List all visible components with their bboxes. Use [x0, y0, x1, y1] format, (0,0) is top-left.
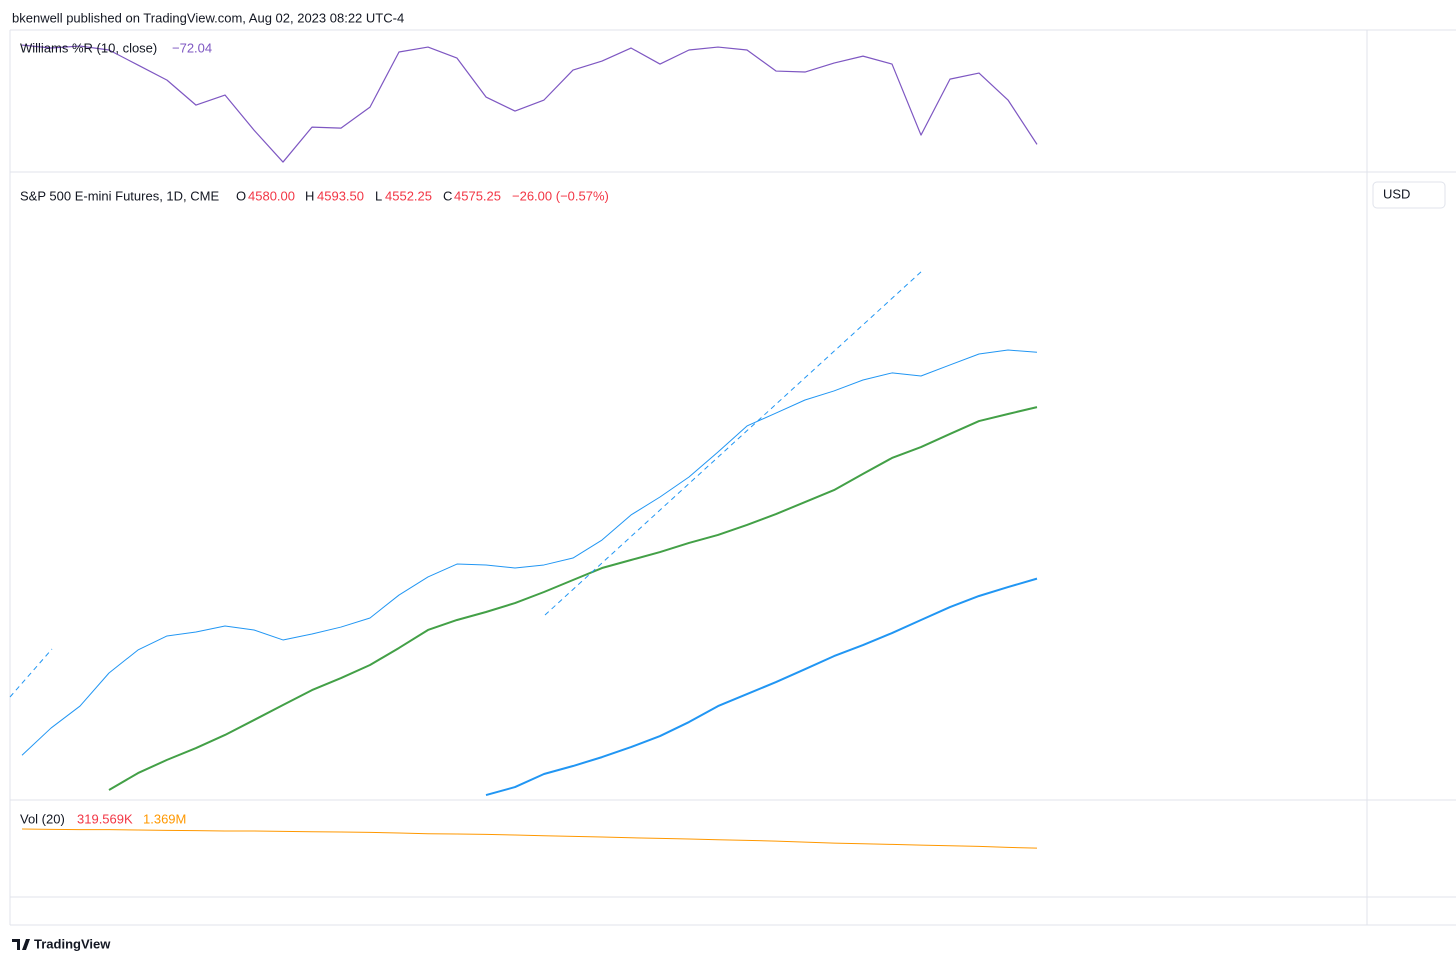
ma-line — [485, 577, 1038, 797]
volume-legend: Vol (20) — [20, 811, 65, 826]
logo: TradingView — [12, 936, 111, 951]
indicator-line — [21, 44, 1038, 163]
ohlc-value: 4575.25 — [454, 188, 501, 203]
ohlc-key: L — [375, 188, 382, 203]
ohlc-value: 4552.25 — [385, 188, 432, 203]
ohlc-change: −26.00 (−0.57%) — [512, 188, 609, 203]
ohlc-key: O — [236, 188, 246, 203]
volume-legend-value: 319.569K — [77, 811, 133, 826]
currency-box[interactable] — [1372, 181, 1446, 209]
ohlc-value: 4580.00 — [248, 188, 295, 203]
ohlc-value: 4593.50 — [317, 188, 364, 203]
indicator-legend: Williams %R (10, close) — [20, 40, 157, 55]
plot — [21, 44, 1038, 849]
volume-ma-line — [21, 828, 1038, 849]
trend-line — [9, 648, 53, 698]
logo-icon — [12, 939, 30, 950]
header: bkenwell published on TradingView.com, A… — [12, 10, 404, 25]
ma-line — [108, 406, 1038, 791]
ohlc-key: H — [305, 188, 314, 203]
footer: TradingView — [34, 936, 111, 951]
volume-ma-value: 1.369M — [143, 811, 186, 826]
ma-line — [21, 349, 1038, 756]
currency[interactable]: USD — [1383, 186, 1410, 201]
trend-line — [544, 270, 923, 616]
ohlc-key: C — [443, 188, 452, 203]
chart-title: S&P 500 E-mini Futures, 1D, CME — [20, 188, 219, 203]
indicator-legend-value: −72.04 — [172, 40, 212, 55]
